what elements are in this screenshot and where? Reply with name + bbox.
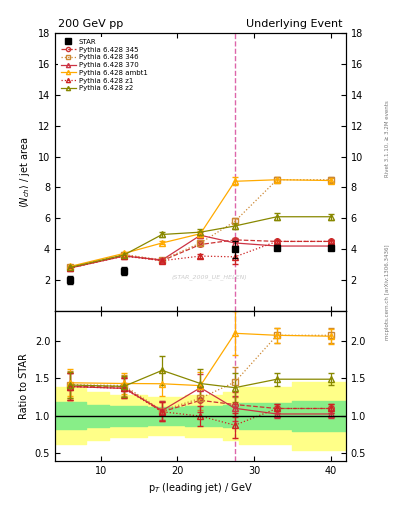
- Text: (STAR_2009_UE_HELEN): (STAR_2009_UE_HELEN): [171, 274, 247, 281]
- Y-axis label: $\langle N_{ch} \rangle$ / jet area: $\langle N_{ch} \rangle$ / jet area: [18, 136, 32, 208]
- Text: 200 GeV pp: 200 GeV pp: [58, 19, 123, 29]
- Legend: STAR, Pythia 6.428 345, Pythia 6.428 346, Pythia 6.428 370, Pythia 6.428 ambt1, : STAR, Pythia 6.428 345, Pythia 6.428 346…: [59, 37, 150, 93]
- Text: Underlying Event: Underlying Event: [246, 19, 343, 29]
- X-axis label: p$_T$ (leading jet) / GeV: p$_T$ (leading jet) / GeV: [148, 481, 253, 495]
- Text: Rivet 3.1.10, ≥ 3.2M events: Rivet 3.1.10, ≥ 3.2M events: [385, 100, 390, 177]
- Text: mcplots.cern.ch [arXiv:1306.3436]: mcplots.cern.ch [arXiv:1306.3436]: [385, 244, 390, 339]
- Y-axis label: Ratio to STAR: Ratio to STAR: [19, 353, 29, 419]
